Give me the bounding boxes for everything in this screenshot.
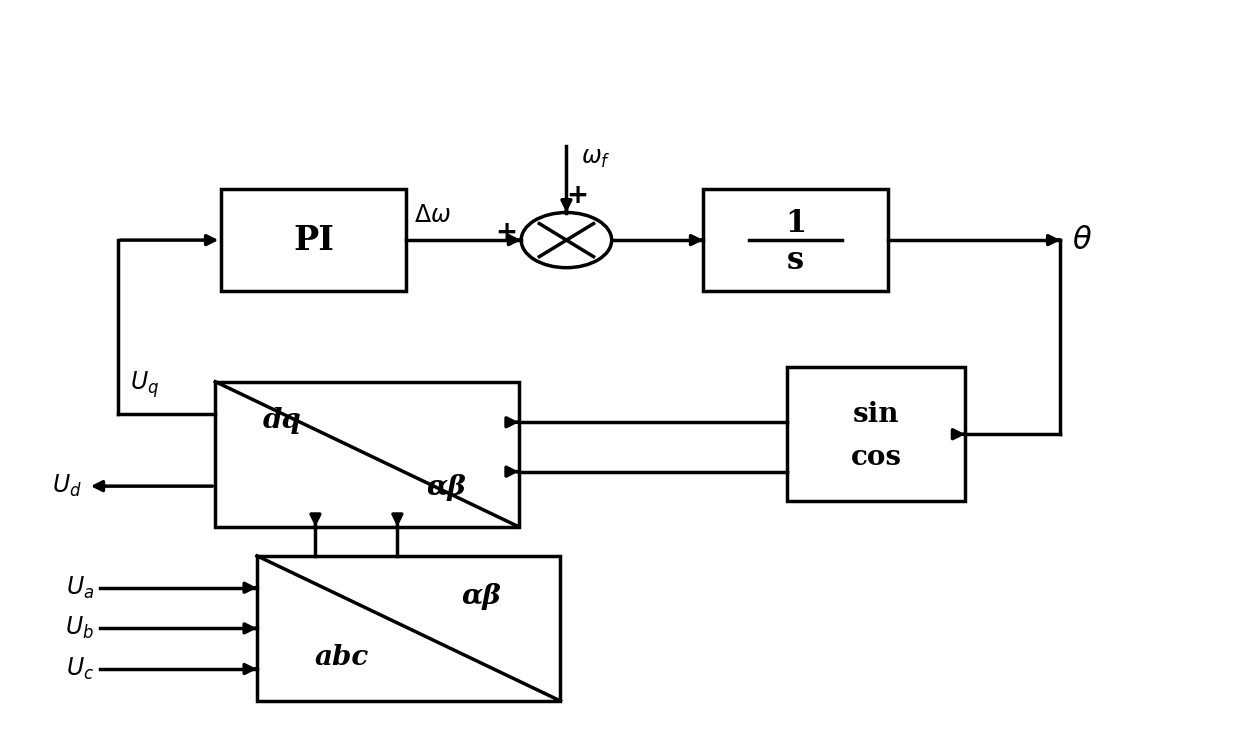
Text: sin: sin: [853, 401, 899, 428]
Text: cos: cos: [851, 444, 901, 470]
Text: $\Delta\omega$: $\Delta\omega$: [414, 203, 451, 227]
Text: $\omega_f$: $\omega_f$: [580, 146, 610, 170]
Text: $U_b$: $U_b$: [64, 615, 94, 642]
Bar: [221, 189, 405, 291]
Bar: [257, 556, 560, 701]
Text: $U_d$: $U_d$: [52, 473, 82, 499]
Bar: [786, 367, 965, 501]
Text: +: +: [496, 220, 517, 246]
Text: dq: dq: [263, 407, 301, 434]
Bar: [216, 382, 518, 527]
Text: αβ: αβ: [427, 474, 466, 501]
Text: 1: 1: [785, 209, 806, 240]
Text: $U_a$: $U_a$: [66, 575, 94, 601]
Text: $U_c$: $U_c$: [66, 656, 94, 682]
Text: abc: abc: [315, 644, 370, 671]
Text: αβ: αβ: [461, 583, 501, 610]
Text: $\theta$: $\theta$: [1073, 225, 1092, 255]
Text: PI: PI: [293, 224, 334, 256]
Text: s: s: [787, 245, 805, 276]
Bar: [703, 189, 888, 291]
Text: +: +: [567, 183, 589, 209]
Text: $U_q$: $U_q$: [129, 370, 159, 401]
